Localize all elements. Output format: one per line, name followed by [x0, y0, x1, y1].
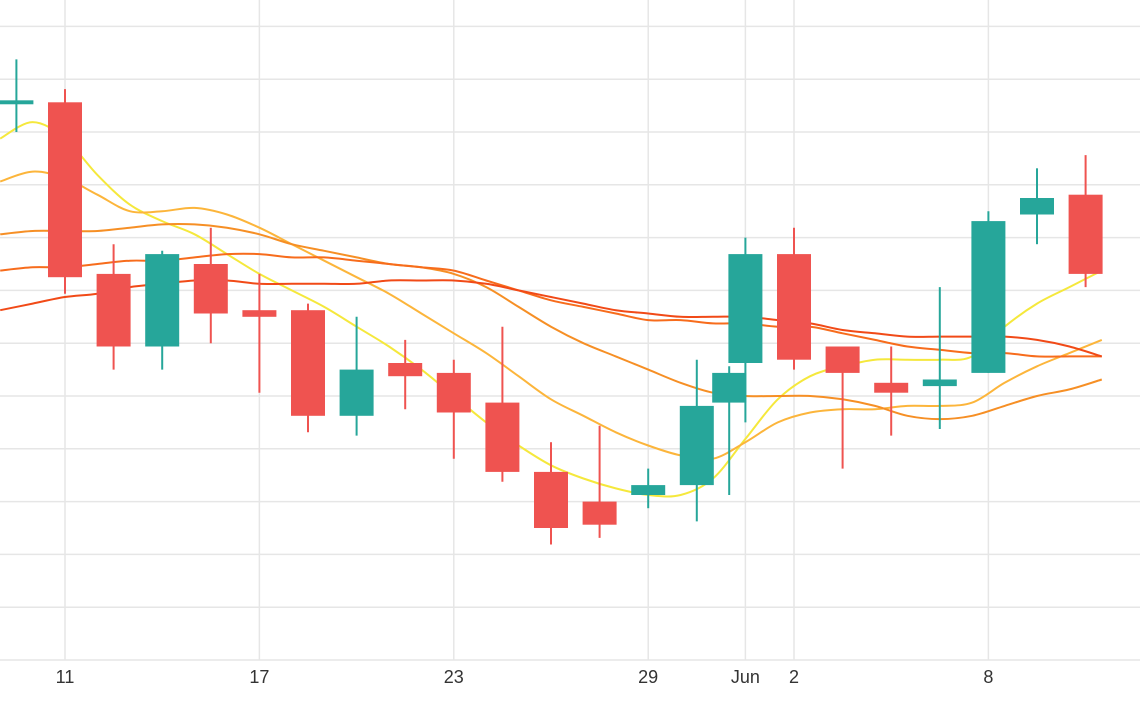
candle-20 [922, 287, 957, 429]
candle-body-6 [291, 310, 325, 416]
candle-7 [339, 316, 374, 436]
moving-average-lines [0, 121, 1103, 498]
candle-body-3 [145, 254, 180, 347]
candle-1 [48, 89, 82, 294]
candle-0 [0, 59, 34, 132]
candle-10 [485, 326, 520, 482]
candle-body-23 [1068, 194, 1103, 274]
candle-8 [388, 339, 423, 410]
candle-15 [712, 366, 747, 495]
candle-22 [1020, 168, 1054, 245]
candle-body-21 [971, 221, 1006, 373]
candle-23 [1068, 155, 1103, 288]
candle-14 [679, 359, 714, 522]
x-tick-label-2: 23 [444, 667, 464, 687]
candle-2 [96, 244, 131, 370]
candle-body-4 [193, 264, 228, 314]
moving-average-line-3 [0, 252, 1102, 358]
candle-body-12 [582, 501, 617, 525]
candle-body-0 [0, 100, 34, 105]
candle-5 [242, 273, 277, 393]
candles [0, 59, 1103, 545]
horizontal-gridlines [0, 25, 1140, 661]
candle-body-19 [874, 382, 909, 393]
candle-13 [631, 468, 666, 509]
candle-3 [145, 250, 180, 370]
candle-body-17 [777, 254, 811, 360]
x-tick-label-1: 17 [249, 667, 269, 687]
x-tick-label-3: 29 [638, 667, 658, 687]
candle-body-7 [339, 369, 374, 416]
candle-body-13 [631, 485, 666, 495]
candle-body-22 [1020, 198, 1054, 215]
moving-average-line-2 [0, 222, 1103, 421]
candle-9 [436, 359, 471, 459]
candle-body-18 [825, 346, 860, 373]
candle-body-10 [485, 402, 520, 472]
candle-body-5 [242, 310, 277, 317]
candle-body-1 [48, 102, 82, 278]
moving-average-line-1 [0, 170, 1103, 461]
candle-body-11 [534, 471, 568, 528]
candle-body-15 [712, 372, 747, 403]
candle-body-16 [728, 254, 763, 363]
candle-body-9 [436, 372, 471, 413]
candle-6 [291, 303, 325, 433]
candle-18 [825, 346, 860, 469]
candle-12 [582, 425, 617, 538]
x-axis-tick-labels: 11 17 23 29 Jun 2 8 [56, 667, 994, 687]
x-tick-label-4: Jun [731, 667, 760, 687]
candle-17 [777, 227, 811, 370]
candle-4 [193, 227, 228, 344]
candle-body-20 [922, 379, 957, 387]
candle-body-2 [96, 273, 131, 347]
moving-average-line-4 [0, 279, 1103, 358]
candle-body-8 [388, 363, 423, 377]
candle-11 [534, 442, 568, 545]
x-tick-label-6: 8 [983, 667, 993, 687]
candle-19 [874, 346, 909, 436]
candle-16 [728, 237, 763, 423]
candle-body-14 [679, 405, 714, 486]
x-tick-label-0: 11 [56, 667, 75, 687]
x-tick-label-5: 2 [789, 667, 799, 687]
candle-21 [971, 211, 1006, 373]
